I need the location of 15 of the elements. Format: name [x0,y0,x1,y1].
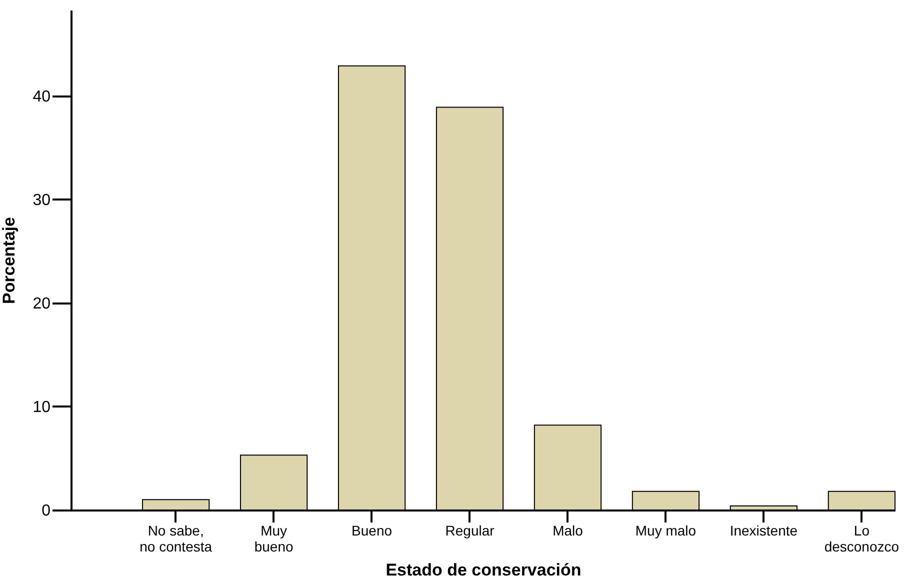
y-tick-label: 0 [42,502,51,520]
y-tick-label: 30 [32,192,51,209]
x-tick-label: Inexistente [730,522,798,538]
x-tick-label: Malo [552,522,584,538]
x-axis-title: Estado de conservación [386,560,582,580]
y-tick-label: 10 [32,398,51,416]
x-tick-label: No sabe, no contesta [140,522,212,554]
x-tick-label: Regular [445,522,495,538]
x-tick-label: Bueno [352,522,392,538]
x-tick-label: Lo desconozco [824,522,900,554]
y-tick-label: 40 [32,88,51,106]
x-tick-label: Muy bueno [254,522,294,554]
y-axis-title: Porcentaje [0,217,19,304]
y-tick-label: 20 [32,295,51,312]
x-tick-label: Muy malo [635,522,696,538]
